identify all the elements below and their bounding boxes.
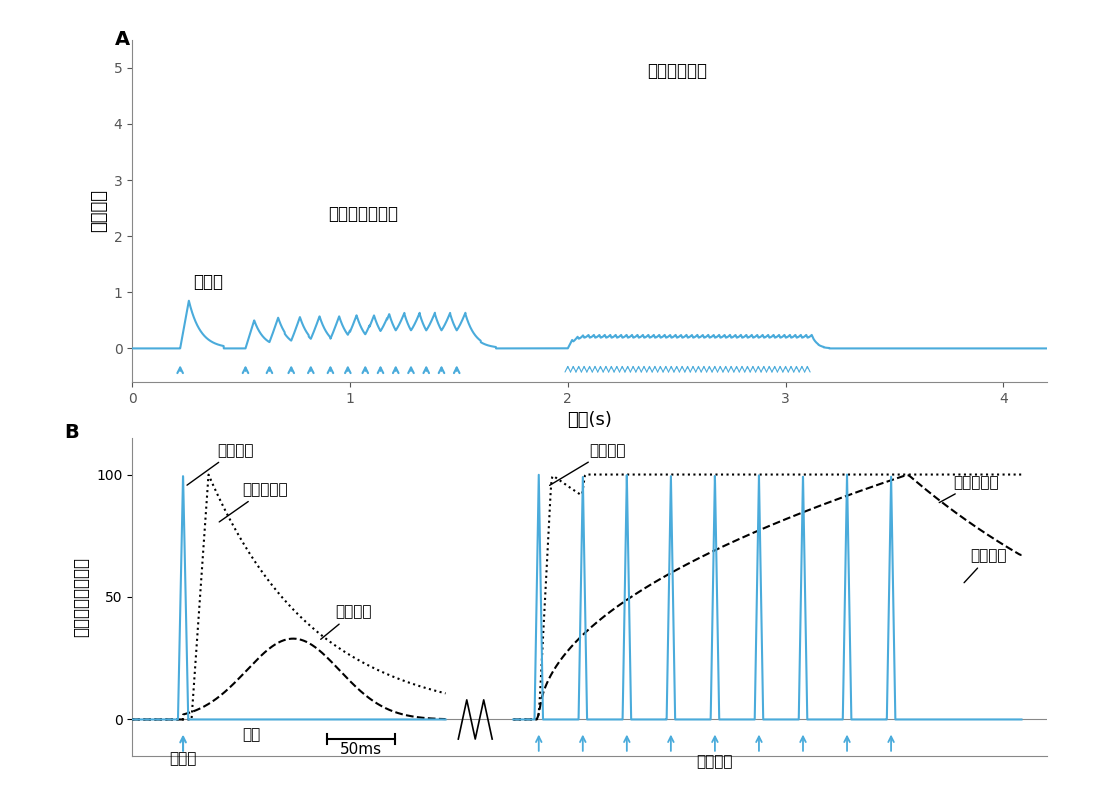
Text: 单刺激: 单刺激 (170, 751, 197, 767)
Text: 单收缩: 单收缩 (193, 273, 224, 291)
Text: B: B (65, 423, 79, 442)
Text: 胞质钙浓度: 胞质钙浓度 (939, 474, 1000, 502)
Text: 动作电位: 动作电位 (550, 443, 626, 486)
Text: 收缩张力: 收缩张力 (321, 605, 372, 639)
Text: 时间: 时间 (242, 727, 260, 742)
Text: 动作电位: 动作电位 (187, 443, 253, 485)
Y-axis label: 最大反应的百分比: 最大反应的百分比 (73, 557, 90, 637)
Text: A: A (115, 30, 130, 49)
Text: 不完全强直收缩: 不完全强直收缩 (328, 205, 398, 224)
X-axis label: 时间(s): 时间(s) (568, 412, 612, 429)
Text: 连续刺激: 连续刺激 (696, 754, 733, 769)
Text: 胞质钙浓度: 胞质钙浓度 (219, 482, 288, 522)
Text: 收缩张力: 收缩张力 (964, 548, 1007, 583)
Y-axis label: 相对张力: 相对张力 (90, 189, 108, 232)
Text: 完全强直收缩: 完全强直收缩 (647, 62, 706, 80)
Text: 50ms: 50ms (339, 742, 382, 757)
